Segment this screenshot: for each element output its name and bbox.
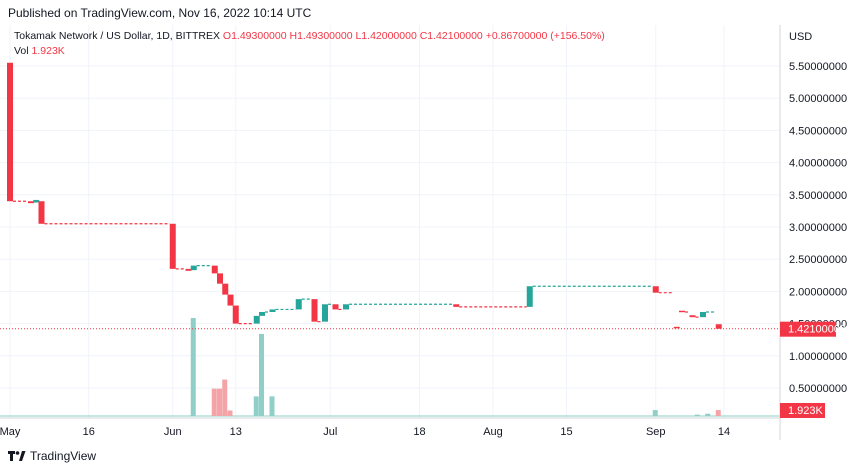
candle bbox=[33, 199, 40, 203]
price-tick-label: 0.50000000 bbox=[789, 383, 847, 395]
price-tick-label: 4.00000000 bbox=[789, 158, 847, 170]
candle bbox=[311, 299, 318, 322]
price-tick-label: 2.50000000 bbox=[789, 254, 847, 266]
last-price-value: 1.42100000 bbox=[788, 324, 846, 336]
volume-bar bbox=[715, 410, 721, 416]
high-value: H1.49300000 bbox=[289, 30, 353, 42]
time-tick-label: 15 bbox=[560, 426, 572, 438]
candle bbox=[253, 315, 260, 324]
volume-bar bbox=[259, 333, 264, 416]
price-tick-label: 2.00000000 bbox=[789, 286, 847, 298]
candle bbox=[652, 286, 659, 293]
candle bbox=[343, 304, 349, 310]
volume-bar bbox=[190, 318, 196, 416]
last-volume-badge: 1.923K bbox=[780, 403, 825, 418]
change-value: +0.86700000 (+156.50%) bbox=[485, 30, 605, 42]
time-tick-label: Sep bbox=[646, 426, 666, 438]
tradingview-logo-icon bbox=[8, 451, 26, 461]
volume-bar bbox=[217, 388, 222, 416]
volume-bar bbox=[269, 396, 275, 416]
candle bbox=[689, 315, 696, 318]
candle bbox=[269, 309, 276, 313]
price-axis[interactable]: 5.50000000 5.00000000 4.50000000 4.00000000… bbox=[789, 61, 847, 395]
time-tick-label: May bbox=[0, 426, 21, 438]
candles bbox=[7, 62, 722, 329]
candle bbox=[332, 304, 339, 310]
candle bbox=[259, 312, 265, 316]
open-value: O1.49300000 bbox=[222, 30, 287, 42]
candle bbox=[295, 299, 302, 310]
time-tick-label: Aug bbox=[483, 426, 503, 438]
price-tick-label: 5.00000000 bbox=[789, 93, 847, 105]
candle bbox=[227, 294, 234, 306]
close-value: C1.42100000 bbox=[419, 30, 483, 42]
price-tick-label: 1.00000000 bbox=[789, 351, 847, 363]
candle bbox=[453, 304, 460, 307]
candle bbox=[28, 201, 34, 204]
price-tick-label: 3.50000000 bbox=[789, 190, 847, 202]
price-tick-label: 3.00000000 bbox=[789, 222, 847, 234]
last-volume-value: 1.923K bbox=[788, 405, 824, 417]
currency-label: USD bbox=[789, 31, 812, 43]
volume-bar bbox=[211, 388, 217, 416]
time-tick-label: 14 bbox=[718, 426, 730, 438]
brand-name: TradingView bbox=[30, 449, 97, 463]
candle bbox=[211, 265, 218, 274]
volume-bar bbox=[253, 396, 259, 416]
candle bbox=[322, 304, 328, 322]
candle bbox=[679, 310, 685, 313]
candle bbox=[38, 201, 45, 224]
volume-value: 1.923K bbox=[31, 45, 65, 57]
candle bbox=[673, 326, 680, 329]
volume-bar bbox=[694, 414, 700, 416]
price-tick-label: 4.50000000 bbox=[789, 125, 847, 137]
price-tick-label: 5.50000000 bbox=[789, 61, 847, 73]
volume-bars bbox=[0, 318, 780, 417]
volume-bar bbox=[227, 410, 233, 416]
time-tick-label: 16 bbox=[83, 426, 95, 438]
time-tick-label: 13 bbox=[230, 426, 242, 438]
volume-legend: Vol 1.923K bbox=[14, 45, 65, 57]
volume-label: Vol bbox=[14, 45, 29, 57]
candle bbox=[232, 305, 239, 324]
candle bbox=[190, 265, 197, 271]
candle bbox=[222, 283, 229, 295]
footer-brand[interactable]: TradingView bbox=[8, 449, 96, 463]
candle bbox=[700, 312, 706, 318]
volume-bar bbox=[705, 413, 711, 416]
volume-bar bbox=[652, 410, 658, 416]
candle bbox=[185, 268, 192, 271]
candle bbox=[217, 273, 223, 284]
candle bbox=[715, 324, 722, 329]
grid bbox=[0, 25, 780, 418]
time-tick-label: Jul bbox=[323, 426, 337, 438]
published-label: Published on TradingView.com, Nov 16, 20… bbox=[8, 6, 312, 20]
legend: Tokamak Network / US Dollar, 1D, BITTREX… bbox=[14, 30, 605, 42]
time-tick-label: 18 bbox=[413, 426, 425, 438]
candle bbox=[169, 223, 176, 269]
low-value: L1.42000000 bbox=[355, 30, 417, 42]
candle bbox=[526, 286, 533, 307]
time-tick-label: Jun bbox=[164, 426, 182, 438]
last-price-badge: 1.42100000 bbox=[780, 321, 846, 337]
candle bbox=[7, 62, 13, 202]
volume-bar bbox=[222, 379, 228, 416]
symbol-label: Tokamak Network / US Dollar, 1D, BITTREX bbox=[14, 30, 220, 42]
time-axis[interactable]: May 16 Jun 13 Jul 18 Aug 15 Sep 14 bbox=[0, 426, 730, 438]
